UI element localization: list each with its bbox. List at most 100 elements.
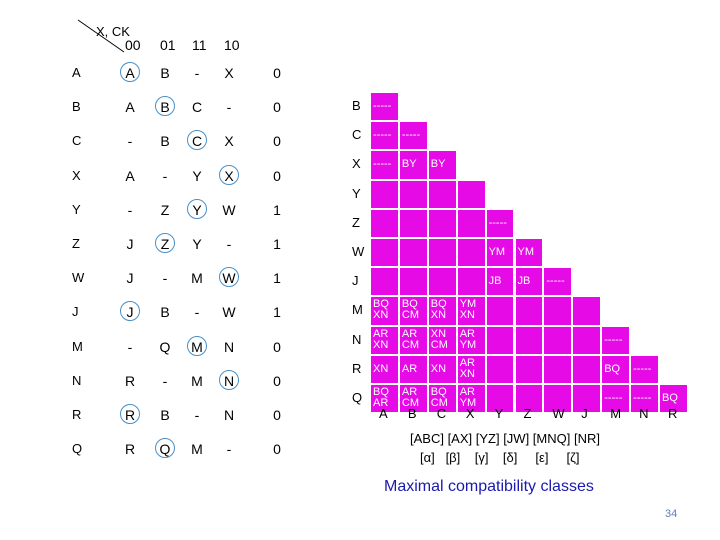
next-state-cell: B [160, 133, 170, 150]
implication-cell [370, 92, 399, 122]
next-state-cell: - [162, 372, 168, 389]
implication-row-label: C [352, 127, 362, 143]
implication-cell [485, 354, 515, 384]
next-state-cell: Q [159, 338, 171, 355]
implication-cell-text: BY [401, 158, 417, 171]
next-state-cell: - [226, 236, 232, 252]
implication-cell [659, 384, 688, 414]
output-cell: 1 [273, 304, 281, 321]
next-state-cell: J [126, 270, 134, 287]
implication-cell [543, 296, 573, 326]
implication-cell-text: XN CM [430, 327, 448, 351]
output-cell: 0 [273, 167, 281, 184]
implication-cell-text: BQ CM [401, 298, 419, 322]
implication-cell [456, 354, 486, 384]
state-label: Y [72, 201, 81, 217]
implication-cell-text: BQ XN [373, 298, 389, 322]
output-cell: 0 [273, 99, 281, 116]
next-state-cell: N [223, 338, 235, 355]
implication-cell [370, 354, 399, 384]
implication-cell [456, 384, 486, 414]
next-state-cell: - [194, 407, 200, 423]
classes-line-2: [α] [β] [γ] [δ] [ε] [ζ] [420, 450, 580, 465]
implication-cell-text: BQ [604, 362, 621, 375]
implication-cell-text: AR CM [401, 327, 419, 351]
implication-cell [514, 238, 544, 268]
implication-cell-text: ----- [373, 158, 392, 171]
implication-cell [427, 208, 457, 238]
output-cell: 0 [273, 407, 281, 423]
implication-cell [572, 354, 602, 384]
implication-cell [398, 121, 428, 151]
implication-cell [398, 296, 428, 326]
implication-cell-text: ----- [546, 275, 565, 288]
next-state-cell: A [125, 167, 135, 184]
implication-cell [514, 384, 544, 414]
stable-state-circle [155, 96, 175, 117]
next-state-cell: R [124, 441, 136, 458]
output-cell: 1 [273, 270, 281, 287]
next-state-cell: N [223, 407, 235, 423]
implication-row-label: B [352, 98, 361, 113]
implication-row-label: R [352, 360, 362, 376]
implication-cell [456, 238, 486, 268]
implication-cell [398, 384, 428, 414]
classes-line-1: [ABC] [AX] [YZ] [JW] [MNQ] [NR] [410, 431, 600, 446]
implication-cell [514, 325, 544, 355]
implication-cell [427, 354, 457, 384]
next-state-cell: A [125, 99, 135, 116]
state-label: Z [72, 236, 80, 251]
implication-cell-text: AR YM [459, 386, 477, 409]
implication-row-label: Q [352, 390, 363, 405]
implication-cell [370, 267, 399, 297]
implication-cell [427, 296, 457, 326]
implication-cell [456, 179, 486, 209]
implication-col-label: W [552, 406, 565, 421]
output-cell: 0 [273, 372, 281, 389]
next-state-cell: B [160, 304, 170, 321]
implication-cell [398, 325, 428, 355]
implication-col-label: A [379, 406, 388, 421]
implication-cell [514, 354, 544, 384]
implication-cell-text: JB [517, 275, 531, 288]
stable-state-circle [187, 198, 207, 219]
implication-cell-text: AR CM [401, 386, 419, 409]
next-state-cell: - [194, 65, 200, 81]
output-cell: 1 [273, 236, 281, 252]
next-state-cell: B [160, 407, 170, 423]
next-state-cell: - [226, 99, 232, 116]
implication-cell-text: ----- [373, 100, 392, 112]
implication-cell [601, 354, 631, 384]
corner-diagonal [77, 19, 125, 53]
next-state-cell: - [162, 167, 168, 184]
implication-cell-text: ----- [373, 129, 392, 142]
implication-cell [572, 384, 602, 414]
implication-cell [370, 121, 399, 151]
next-state-cell: - [127, 338, 133, 355]
stable-state-circle [187, 130, 207, 151]
stable-state-circle [219, 164, 239, 185]
implication-cell [398, 150, 428, 180]
next-state-cell: Z [160, 201, 170, 218]
next-state-cell: W [222, 304, 236, 321]
implication-cell [485, 296, 515, 326]
implication-cell [398, 267, 428, 297]
implication-cell [630, 354, 659, 384]
implication-cell-text: BQ CM [430, 386, 448, 409]
next-state-cell: X [224, 133, 234, 150]
implication-col-label: M [610, 406, 622, 421]
next-state-cell: M [191, 441, 203, 458]
implication-row-label: M [352, 302, 363, 318]
next-state-cell: - [194, 304, 200, 321]
state-label: W [72, 270, 85, 286]
state-label: Q [72, 441, 83, 457]
next-state-cell: M [191, 372, 203, 389]
next-state-cell: M [191, 270, 203, 287]
implication-cell [572, 296, 602, 326]
state-label: X [72, 167, 81, 183]
page-number: 34 [665, 508, 678, 520]
implication-cell [370, 325, 399, 355]
implication-cell-text: ----- [633, 392, 652, 404]
implication-cell [630, 384, 659, 414]
implication-cell [427, 150, 457, 180]
